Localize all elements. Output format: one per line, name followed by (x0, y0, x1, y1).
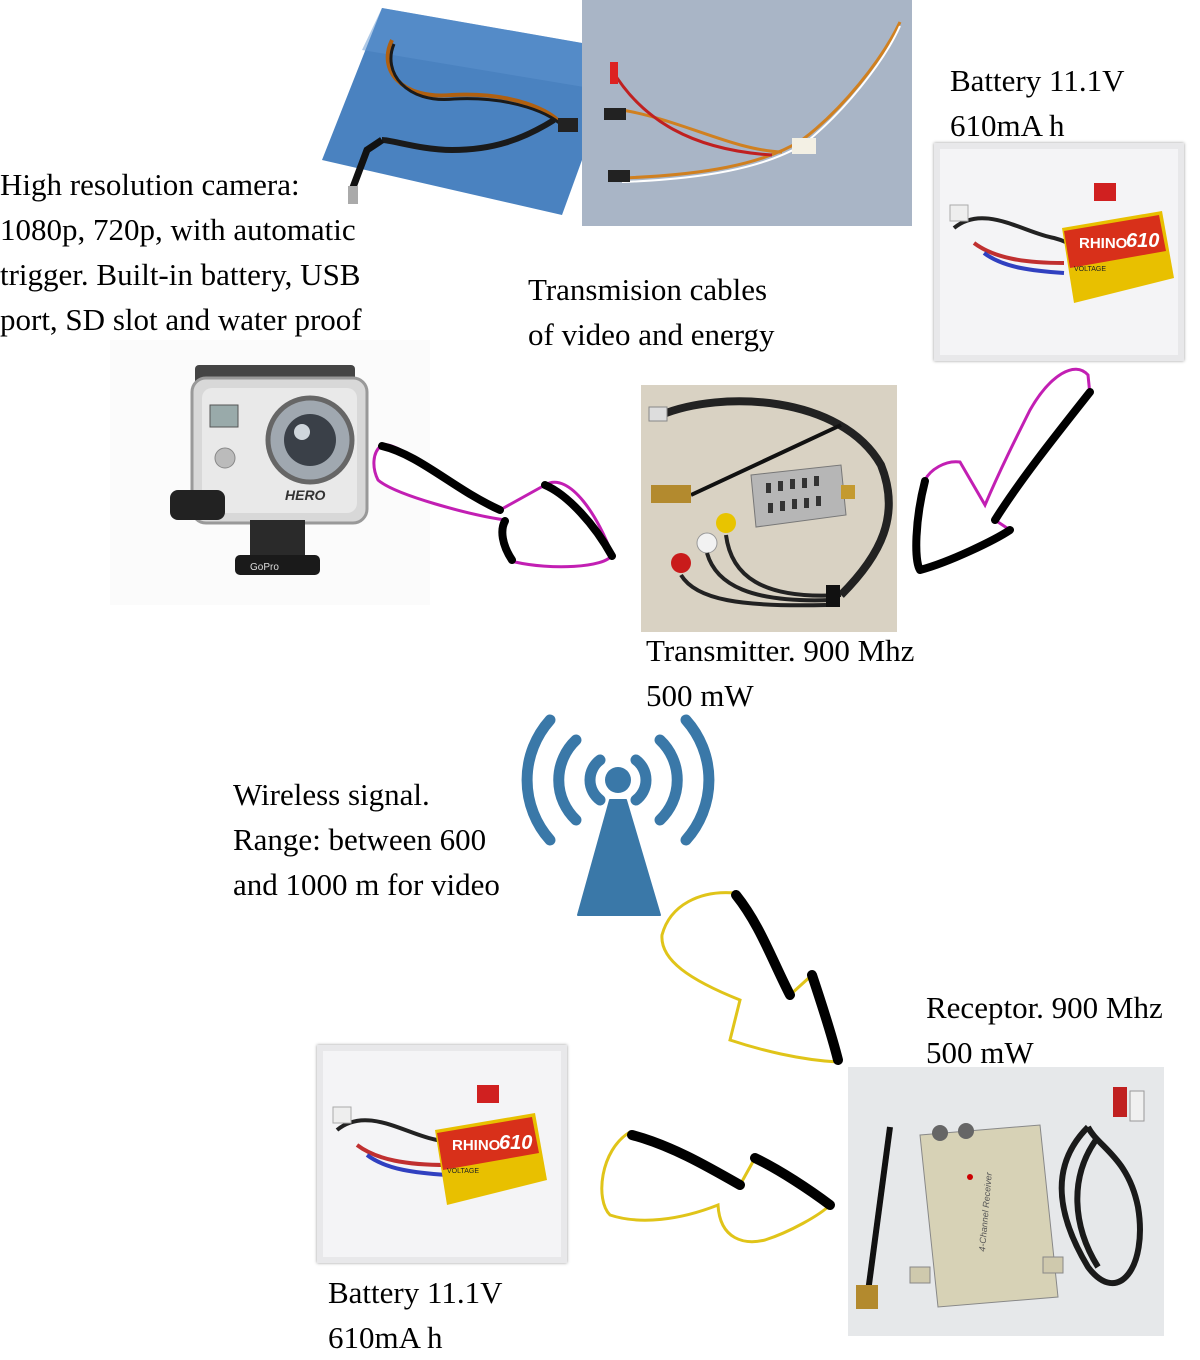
wireless-tower-icon (521, 714, 715, 916)
cable-photo-right (582, 0, 912, 226)
cables-label: Transmision cables of video and energy (528, 272, 775, 352)
arrow-icon (600, 1130, 835, 1244)
battery-model-text: 610 (499, 1132, 532, 1154)
battery-top-photo: RHINO 610 VOLTAGE (934, 143, 1184, 361)
camera-gopro-text: GoPro (250, 562, 279, 573)
battery-voltage-text: VOLTAGE (447, 1168, 479, 1175)
receptor-photo: 4-Channel Receiver (848, 1067, 1164, 1336)
battery-voltage-text: VOLTAGE (1074, 266, 1106, 273)
camera-label: High resolution camera: 1080p, 720p, wit… (0, 167, 362, 337)
battery-brand-text: RHINO (1079, 235, 1128, 252)
camera-photo: HERO GoPro (110, 340, 430, 605)
cable-photo-left (322, 0, 622, 215)
camera-hero-text: HERO (285, 487, 326, 503)
transmitter-photo (641, 385, 897, 632)
battery-model-text: 610 (1126, 230, 1159, 252)
wireless-label: Wireless signal. Range: between 600 and … (233, 777, 500, 902)
arrow-icon (912, 367, 1094, 574)
battery-bottom-label: Battery 11.1V 610mA h (328, 1275, 503, 1355)
arrow-icon (660, 890, 843, 1065)
battery-brand-text: RHINO (452, 1137, 501, 1154)
transmitter-label: Transmitter. 900 Mhz 500 mW (646, 633, 915, 713)
battery-top-label: Battery 11.1V 610mA h (950, 63, 1125, 143)
receptor-label: Receptor. 900 Mhz 500 mW (926, 990, 1163, 1070)
battery-bottom-photo: RHINO 610 VOLTAGE (317, 1045, 567, 1263)
